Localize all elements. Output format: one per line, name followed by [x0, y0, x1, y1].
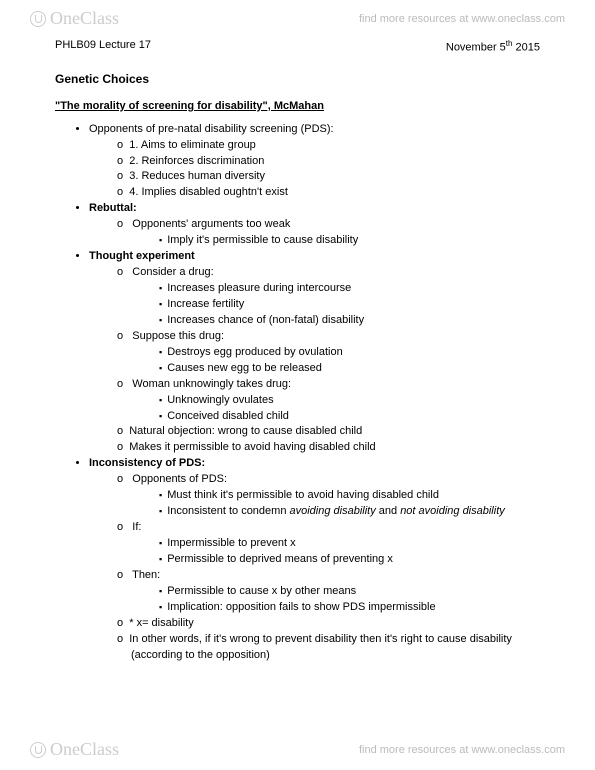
list-item: In other words, if it's wrong to prevent… [117, 632, 540, 664]
list-item: 1. Aims to eliminate group [117, 138, 540, 154]
list-item: Opponents of PDS: Must think it's permis… [117, 472, 540, 520]
list-item: Opponents of pre-natal disability screen… [89, 122, 540, 202]
list-item: Suppose this drug: Destroys egg produced… [117, 329, 540, 377]
page-content: PHLB09 Lecture 17 November 5th 2015 Gene… [0, 33, 595, 664]
list-item: 3. Reduces human diversity [117, 169, 540, 185]
outline-list: Opponents of pre-natal disability screen… [55, 122, 540, 664]
list-item: Increases chance of (non-fatal) disabili… [159, 313, 540, 329]
list-item: Unknowingly ovulates [159, 393, 540, 409]
list-item: Permissible to deprived means of prevent… [159, 552, 540, 568]
tagline-bottom: find more resources at www.oneclass.com [359, 744, 565, 756]
list-item: Opponents' arguments too weak Imply it's… [117, 217, 540, 249]
list-item: Makes it permissible to avoid having dis… [117, 440, 540, 456]
list-item: 2. Reinforces discrimination [117, 154, 540, 170]
list-item: Permissible to cause x by other means [159, 584, 540, 600]
tagline-top: find more resources at www.oneclass.com [359, 13, 565, 25]
list-item: Thought experiment Consider a drug: Incr… [89, 249, 540, 456]
list-item: Natural objection: wrong to cause disabl… [117, 424, 540, 440]
list-item: Increases pleasure during intercourse [159, 281, 540, 297]
brand-name: OneClass [50, 8, 119, 29]
list-item: 4. Implies disabled oughtn't exist [117, 185, 540, 201]
list-item: Consider a drug: Increases pleasure duri… [117, 265, 540, 329]
lock-icon [30, 11, 46, 27]
meta-row: PHLB09 Lecture 17 November 5th 2015 [55, 39, 540, 54]
page-subtitle: "The morality of screening for disabilit… [55, 100, 540, 112]
lecture-date: November 5th 2015 [446, 39, 540, 54]
list-item: Conceived disabled child [159, 409, 540, 425]
brand-name: OneClass [50, 739, 119, 760]
list-item: Inconsistent to condemn avoiding disabil… [159, 504, 540, 520]
list-item: Impermissible to prevent x [159, 536, 540, 552]
list-item: If: Impermissible to prevent x Permissib… [117, 520, 540, 568]
list-item: Must think it's permissible to avoid hav… [159, 488, 540, 504]
logo-bottom: OneClass [30, 739, 119, 760]
list-item: Rebuttal: Opponents' arguments too weak … [89, 201, 540, 249]
footer: OneClass find more resources at www.onec… [0, 739, 595, 760]
list-item: Destroys egg produced by ovulation [159, 345, 540, 361]
list-item: Implication: opposition fails to show PD… [159, 600, 540, 616]
list-item: Then: Permissible to cause x by other me… [117, 568, 540, 616]
list-item: Woman unknowingly takes drug: Unknowingl… [117, 377, 540, 425]
logo-top: OneClass [30, 8, 119, 29]
list-item: Causes new egg to be released [159, 361, 540, 377]
page-title: Genetic Choices [55, 72, 540, 86]
list-item: Increase fertility [159, 297, 540, 313]
course-code: PHLB09 Lecture 17 [55, 39, 151, 54]
list-item: Inconsistency of PDS: Opponents of PDS: … [89, 456, 540, 663]
list-item: Imply it's permissible to cause disabili… [159, 233, 540, 249]
header: OneClass find more resources at www.onec… [0, 0, 595, 33]
list-item: * x= disability [117, 616, 540, 632]
lock-icon [30, 742, 46, 758]
